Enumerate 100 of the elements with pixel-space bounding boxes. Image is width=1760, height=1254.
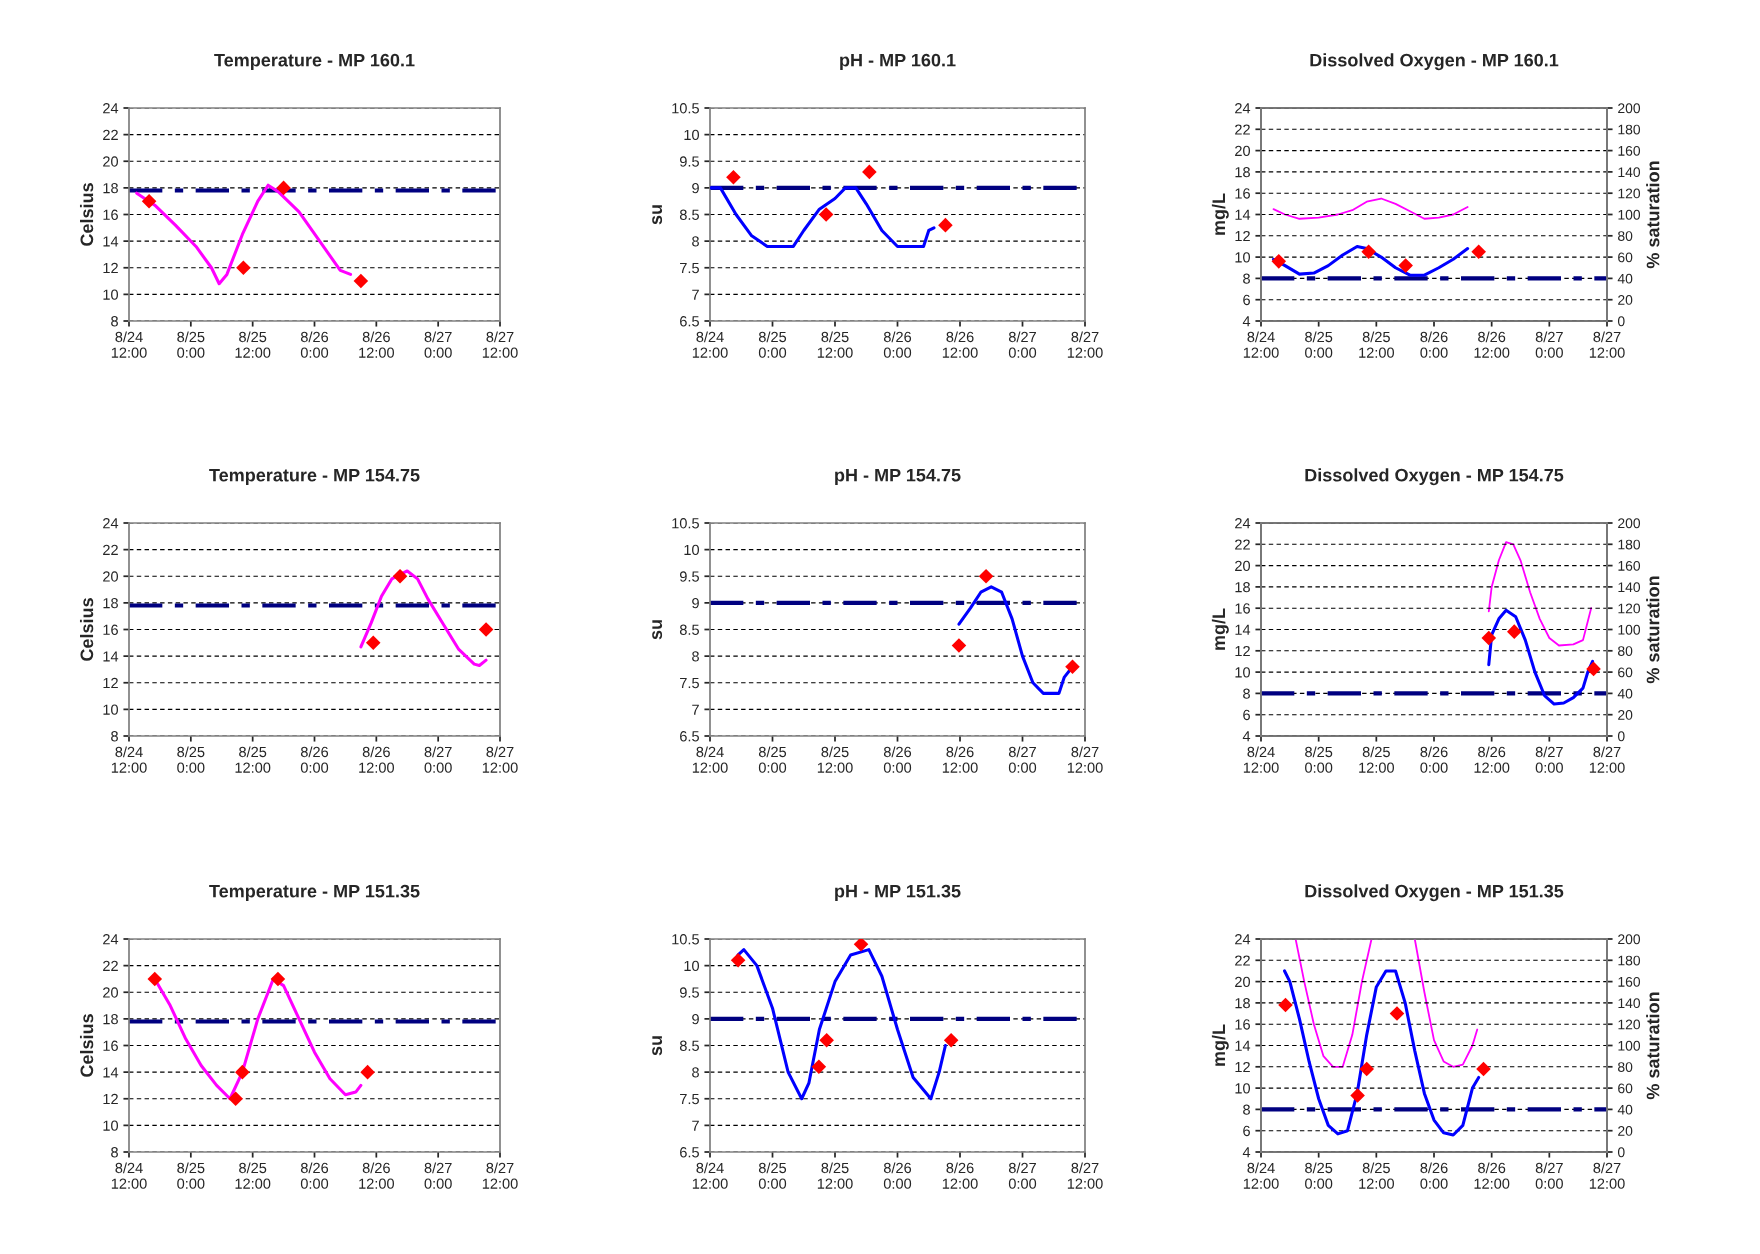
x-tick-label: 8/26 12:00 bbox=[359, 746, 395, 773]
y-tick-label: 22 bbox=[1235, 539, 1250, 550]
y-axis-title: su bbox=[652, 205, 663, 225]
x-tick-label: 8/25 12:00 bbox=[1359, 746, 1395, 773]
y-tick-label: 24 bbox=[103, 518, 119, 529]
chart-title: Temperature - MP 154.75 bbox=[209, 468, 420, 486]
y-tick-label: 16 bbox=[1235, 1019, 1250, 1030]
y-tick-label: 7.5 bbox=[680, 263, 699, 274]
y-tick-label: 7 bbox=[692, 289, 699, 300]
y-tick-label: 8.5 bbox=[679, 624, 699, 635]
y-tick-label: 8.5 bbox=[679, 1040, 699, 1051]
y-axis-title: mg/L bbox=[1211, 193, 1229, 235]
y2-tick-label: 20 bbox=[1618, 710, 1633, 720]
x-tick-label: 8/25 12:00 bbox=[235, 746, 271, 773]
y-tick-label: 8 bbox=[1243, 1104, 1250, 1115]
x-tick-label: 8/27 12:00 bbox=[1067, 1162, 1103, 1189]
x-tick-label: 8/25 0:00 bbox=[1305, 331, 1333, 358]
y-tick-label: 20 bbox=[103, 987, 119, 998]
y-tick-label: 7 bbox=[692, 1120, 699, 1131]
y2-tick-label: 140 bbox=[1618, 582, 1641, 593]
y-tick-label: 9.5 bbox=[680, 987, 699, 998]
chart-title: Dissolved Oxygen - MP 151.35 bbox=[1305, 884, 1564, 902]
y2-tick-label: 200 bbox=[1618, 103, 1641, 114]
y-tick-label: 22 bbox=[103, 129, 118, 140]
y-axis-title: Celsius bbox=[79, 1014, 94, 1077]
x-tick-label: 8/24 12:00 bbox=[111, 746, 147, 773]
chart-title: Dissolved Oxygen - MP 154.75 bbox=[1305, 468, 1564, 486]
y-axis-title: mg/L bbox=[1211, 1024, 1229, 1066]
y-tick-label: 14 bbox=[103, 236, 119, 247]
x-tick-label: 8/26 12:00 bbox=[1474, 1162, 1510, 1189]
x-tick-label: 8/25 0:00 bbox=[758, 1162, 787, 1189]
x-tick-label: 8/25 12:00 bbox=[1359, 331, 1395, 358]
y-tick-label: 10 bbox=[103, 1120, 119, 1131]
y-tick-label: 6 bbox=[1243, 294, 1250, 306]
y-tick-label: 10 bbox=[684, 544, 700, 556]
y2-axis-title: % saturation bbox=[1646, 576, 1660, 684]
y-tick-label: 22 bbox=[1235, 124, 1250, 135]
x-tick-label: 8/25 12:00 bbox=[817, 746, 853, 773]
y-axis-title: su bbox=[652, 620, 663, 640]
x-tick-label: 8/25 0:00 bbox=[177, 1162, 205, 1189]
x-tick-label: 8/24 12:00 bbox=[692, 331, 728, 358]
y2-tick-label: 140 bbox=[1618, 167, 1641, 178]
y-tick-label: 9 bbox=[692, 597, 699, 609]
y-tick-label: 6 bbox=[1243, 1125, 1250, 1137]
y-tick-label: 22 bbox=[103, 544, 118, 555]
x-tick-label: 8/27 12:00 bbox=[482, 331, 518, 358]
y2-tick-label: 80 bbox=[1618, 646, 1633, 656]
y-tick-label: 14 bbox=[1235, 1040, 1251, 1051]
x-tick-label: 8/25 0:00 bbox=[177, 746, 205, 773]
y-tick-label: 6 bbox=[1243, 709, 1250, 721]
y-tick-label: 20 bbox=[1235, 976, 1251, 988]
y-tick-label: 7 bbox=[692, 704, 699, 715]
y2-tick-label: 40 bbox=[1617, 273, 1633, 284]
x-tick-label: 8/27 0:00 bbox=[424, 746, 452, 773]
y2-tick-label: 0 bbox=[1617, 731, 1625, 742]
x-tick-label: 8/26 12:00 bbox=[942, 746, 978, 773]
y-tick-label: 8 bbox=[111, 316, 118, 327]
chart-title: pH - MP 151.35 bbox=[835, 884, 961, 902]
y2-tick-label: 40 bbox=[1617, 688, 1633, 699]
x-tick-label: 8/24 12:00 bbox=[1243, 746, 1279, 773]
y2-tick-label: 80 bbox=[1618, 231, 1633, 241]
y-tick-label: 4 bbox=[1242, 316, 1251, 327]
x-tick-label: 8/26 0:00 bbox=[883, 1162, 912, 1189]
x-tick-label: 8/25 12:00 bbox=[1359, 1162, 1395, 1189]
x-tick-label: 8/24 12:00 bbox=[692, 1162, 728, 1189]
y-tick-label: 4 bbox=[1242, 1147, 1251, 1158]
y-tick-label: 7.5 bbox=[680, 678, 699, 689]
x-tick-label: 8/27 0:00 bbox=[1535, 331, 1563, 358]
y2-tick-label: 160 bbox=[1618, 560, 1641, 571]
y-tick-label: 14 bbox=[103, 651, 119, 662]
x-tick-label: 8/26 0:00 bbox=[300, 1162, 329, 1189]
y-tick-label: 8 bbox=[692, 651, 699, 662]
x-tick-label: 8/27 12:00 bbox=[1589, 746, 1625, 773]
y-tick-label: 9.5 bbox=[680, 571, 699, 582]
y2-tick-label: 120 bbox=[1618, 1019, 1641, 1030]
y-tick-label: 16 bbox=[103, 624, 118, 635]
y-tick-label: 12 bbox=[1235, 1061, 1250, 1073]
y-tick-label: 10.5 bbox=[672, 518, 699, 529]
x-tick-label: 8/27 12:00 bbox=[482, 1162, 518, 1189]
x-tick-label: 8/25 0:00 bbox=[758, 746, 787, 773]
y-tick-label: 24 bbox=[103, 934, 119, 945]
x-tick-label: 8/26 0:00 bbox=[1420, 746, 1448, 773]
y2-tick-label: 0 bbox=[1617, 1147, 1625, 1158]
y2-tick-label: 160 bbox=[1618, 976, 1641, 987]
y-tick-label: 24 bbox=[1235, 103, 1251, 114]
y-tick-label: 16 bbox=[1235, 188, 1250, 199]
y-tick-label: 8 bbox=[1243, 273, 1250, 284]
y-tick-label: 12 bbox=[103, 677, 118, 689]
y-tick-label: 22 bbox=[103, 960, 118, 971]
x-tick-label: 8/27 0:00 bbox=[1535, 1162, 1563, 1189]
y2-tick-label: 80 bbox=[1618, 1062, 1633, 1072]
y2-tick-label: 180 bbox=[1618, 955, 1641, 966]
y-tick-label: 10 bbox=[103, 704, 119, 715]
y-tick-label: 12 bbox=[103, 1093, 118, 1105]
y-tick-label: 22 bbox=[1235, 955, 1250, 966]
y-axis-title: su bbox=[652, 1036, 663, 1056]
x-tick-label: 8/27 0:00 bbox=[424, 331, 452, 358]
y-tick-label: 6.5 bbox=[680, 1147, 699, 1158]
y-axis-title: Celsius bbox=[79, 598, 94, 661]
y-tick-label: 10.5 bbox=[672, 934, 699, 945]
